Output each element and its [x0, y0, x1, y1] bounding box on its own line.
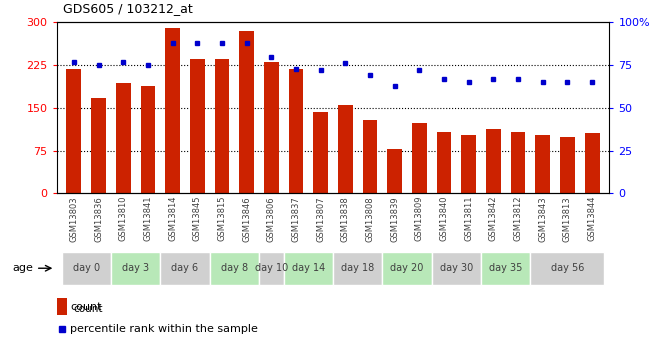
Bar	[333, 252, 382, 285]
Bar	[535, 135, 550, 193]
Text: day 6: day 6	[171, 263, 198, 273]
Bar	[388, 149, 402, 193]
Text: day 14: day 14	[292, 263, 325, 273]
Bar	[338, 105, 353, 193]
Bar	[91, 98, 106, 193]
Bar	[214, 59, 229, 193]
Bar	[462, 135, 476, 193]
Bar	[239, 31, 254, 193]
Text: day 35: day 35	[489, 263, 522, 273]
Text: day 56: day 56	[551, 263, 584, 273]
Bar	[161, 252, 210, 285]
Bar	[259, 252, 284, 285]
Bar	[437, 132, 452, 193]
Bar	[264, 62, 278, 193]
Bar	[382, 252, 432, 285]
Text: percentile rank within the sample: percentile rank within the sample	[71, 325, 258, 334]
Text: GDS605 / 103212_at: GDS605 / 103212_at	[63, 2, 193, 16]
Text: day 10: day 10	[254, 263, 288, 273]
Bar	[530, 252, 605, 285]
Bar	[486, 129, 501, 193]
Bar	[111, 252, 161, 285]
Bar	[116, 83, 131, 193]
Bar	[432, 252, 481, 285]
Bar	[560, 137, 575, 193]
Bar	[412, 123, 427, 193]
Text: age: age	[12, 263, 33, 273]
Bar	[288, 69, 304, 193]
Text: day 20: day 20	[390, 263, 424, 273]
Text: count: count	[73, 304, 103, 314]
Bar	[190, 59, 204, 193]
Text: day 30: day 30	[440, 263, 473, 273]
Bar	[67, 69, 81, 193]
Bar	[362, 120, 378, 193]
Bar	[585, 134, 599, 193]
Bar	[313, 112, 328, 193]
Bar	[57, 298, 67, 315]
Text: day 3: day 3	[122, 263, 149, 273]
Bar	[61, 252, 111, 285]
Bar	[165, 28, 180, 193]
Bar	[481, 252, 530, 285]
Bar	[210, 252, 259, 285]
Text: day 0: day 0	[73, 263, 100, 273]
Text: day 8: day 8	[220, 263, 248, 273]
Bar	[284, 252, 333, 285]
Text: count: count	[71, 302, 102, 312]
Bar	[511, 132, 525, 193]
Bar	[141, 86, 155, 193]
Text: day 18: day 18	[341, 263, 374, 273]
